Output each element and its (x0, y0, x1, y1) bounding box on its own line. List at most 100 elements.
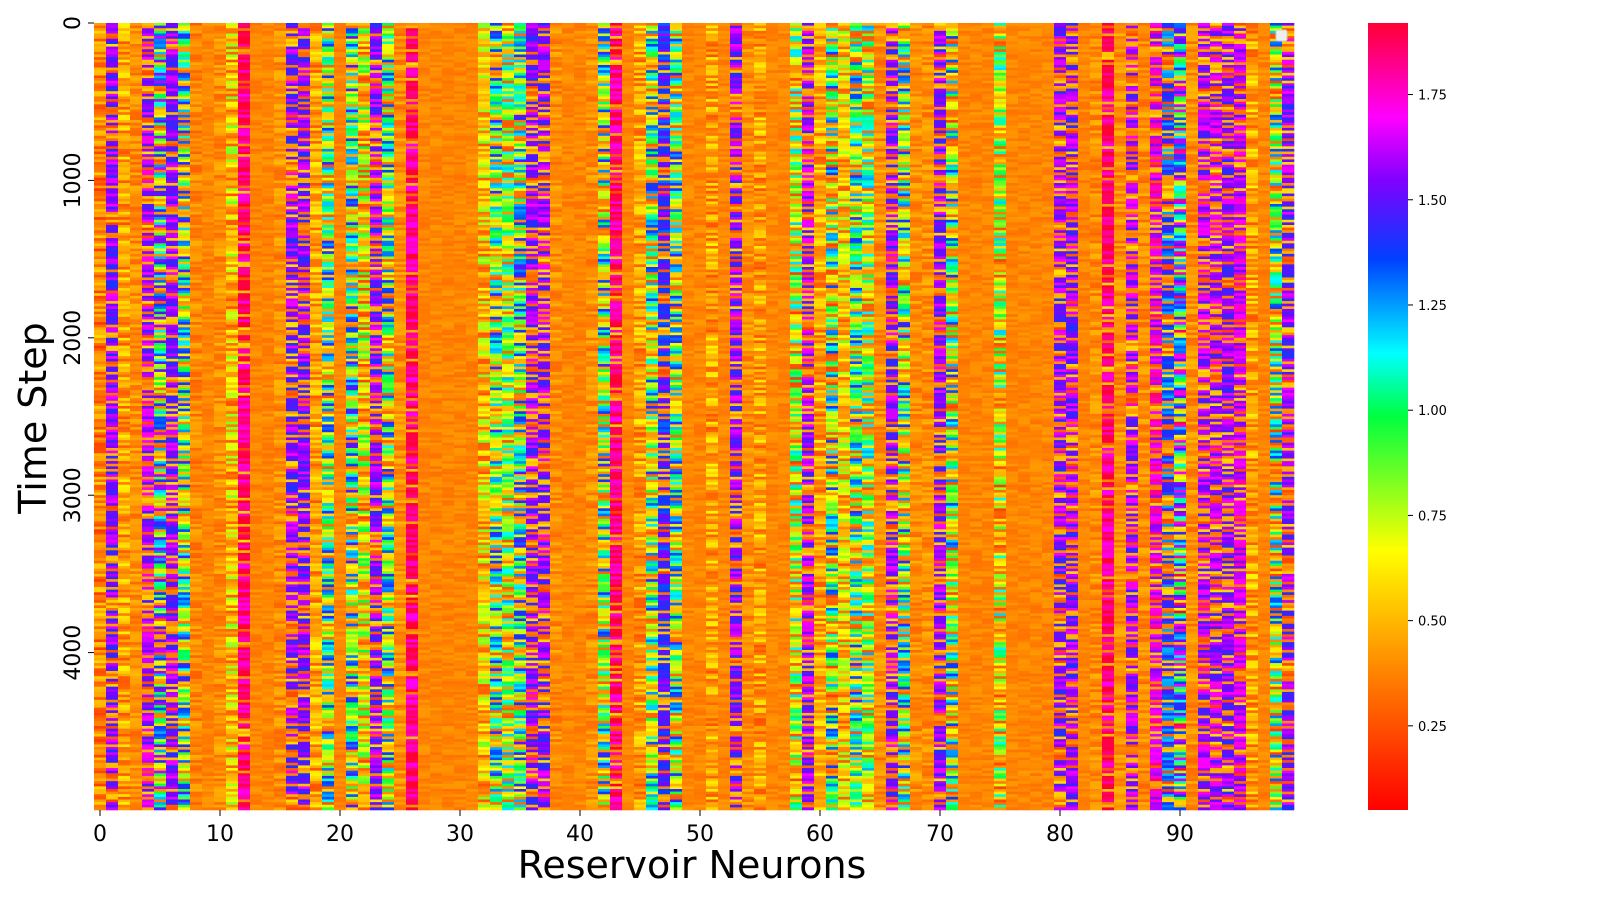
heatmap-cell (226, 280, 239, 284)
heatmap-cell (190, 531, 203, 535)
heatmap-cell (250, 668, 263, 672)
heatmap-cell (154, 752, 167, 756)
heatmap-cell (274, 122, 287, 126)
heatmap-cell (178, 59, 191, 63)
heatmap-cell (274, 125, 287, 129)
heatmap-cell (106, 138, 119, 142)
heatmap-cell (214, 214, 227, 218)
heatmap-cell (238, 358, 251, 362)
heatmap-cell (262, 726, 275, 729)
heatmap-cell (178, 773, 191, 777)
heatmap-cell (130, 526, 143, 530)
heatmap-cell (190, 765, 203, 769)
heatmap-cell (106, 348, 119, 352)
heatmap-cell (94, 350, 107, 354)
heatmap-cell (154, 531, 167, 535)
heatmap-cell (106, 505, 119, 509)
heatmap-cell (118, 426, 131, 430)
heatmap-cell (202, 369, 215, 373)
heatmap-cell (106, 778, 119, 782)
heatmap-cell (190, 626, 203, 630)
heatmap-cell (118, 285, 131, 289)
heatmap-cell (202, 466, 215, 470)
heatmap-cell (286, 374, 299, 378)
heatmap-cell (250, 476, 263, 480)
heatmap-cell (154, 206, 167, 210)
heatmap-cell (226, 30, 239, 34)
heatmap-cell (142, 38, 155, 42)
heatmap-cell (226, 568, 239, 572)
heatmap-cell (178, 804, 191, 808)
heatmap-cell (118, 791, 131, 795)
heatmap-cell (142, 547, 155, 551)
heatmap-cell (262, 652, 275, 656)
heatmap-cell (250, 387, 263, 391)
heatmap-cell (94, 794, 107, 798)
heatmap-cell (274, 64, 287, 68)
heatmap-cell (154, 387, 167, 391)
heatmap-cell (130, 345, 143, 349)
heatmap-cell (94, 387, 107, 391)
heatmap-cell (202, 489, 215, 493)
heatmap-cell (166, 678, 179, 682)
heatmap-cell (154, 613, 167, 617)
heatmap-cell (118, 350, 131, 354)
heatmap-cell (238, 33, 251, 37)
heatmap-cell (286, 62, 299, 66)
heatmap-cell (274, 720, 287, 724)
heatmap-cell (178, 445, 191, 449)
heatmap-cell (142, 277, 155, 281)
heatmap-cell (106, 678, 119, 682)
heatmap-cell (214, 670, 227, 674)
heatmap-cell (106, 587, 119, 590)
heatmap-cell (214, 23, 227, 26)
heatmap-cell (166, 668, 179, 672)
heatmap-cell (286, 390, 299, 394)
heatmap-cell (238, 382, 251, 386)
heatmap-cell (154, 765, 167, 769)
heatmap-cell (166, 432, 179, 436)
heatmap-cell (154, 114, 167, 118)
heatmap-cell (226, 322, 239, 325)
heatmap-cell (166, 731, 179, 735)
heatmap-cell (94, 361, 107, 365)
heatmap-cell (118, 377, 131, 381)
heatmap-cell (166, 652, 179, 656)
heatmap-cell (94, 366, 107, 370)
heatmap-cell (226, 684, 239, 687)
heatmap-cell (202, 148, 215, 152)
heatmap-cell (190, 707, 203, 711)
heatmap-cell (226, 802, 239, 806)
heatmap-cell (94, 621, 107, 625)
heatmap-cell (190, 180, 203, 184)
heatmap-cell (106, 639, 119, 643)
heatmap-cell (274, 628, 287, 632)
heatmap-cell (274, 183, 287, 186)
heatmap-cell (250, 634, 263, 638)
heatmap-cell (262, 67, 275, 71)
heatmap-cell (274, 718, 287, 722)
heatmap-cell (106, 513, 119, 517)
heatmap-cell (262, 211, 275, 215)
neuron-column (118, 23, 131, 811)
heatmap-cell (154, 222, 167, 226)
heatmap-cell (142, 329, 155, 333)
heatmap-cell (130, 188, 143, 192)
heatmap-cell (250, 665, 263, 669)
heatmap-cell (94, 573, 107, 577)
heatmap-cell (166, 605, 179, 609)
heatmap-cell (130, 64, 143, 68)
heatmap-cell (214, 25, 227, 29)
heatmap-cell (166, 390, 179, 394)
heatmap-cell (190, 689, 203, 693)
heatmap-cell (226, 28, 239, 32)
heatmap-cell (166, 516, 179, 520)
heatmap-cell (190, 649, 203, 653)
heatmap-cell (214, 164, 227, 168)
heatmap-cell (238, 335, 251, 339)
heatmap-cell (238, 621, 251, 625)
heatmap-cell (178, 30, 191, 34)
heatmap-cell (250, 733, 263, 737)
heatmap-cell (106, 789, 119, 792)
heatmap-cell (142, 253, 155, 257)
